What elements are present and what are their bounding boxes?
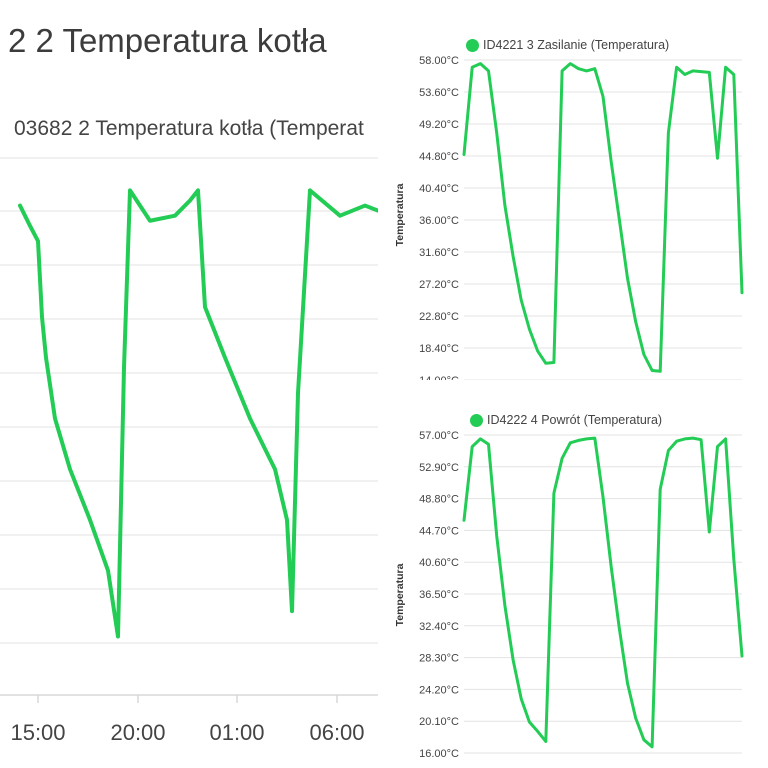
x-tick-label: 01:00 [209, 720, 264, 745]
legend-marker [466, 38, 479, 52]
supply-temperature-plot: 58.00°C 53.60°C 49.20°C 44.80°C 40.40°C 36.00… [394, 55, 744, 380]
series-line [462, 62, 744, 373]
y-tick-label: 58.00°C [419, 55, 459, 67]
y-axis-label: Temperatura [394, 563, 406, 626]
series-line [462, 436, 744, 749]
y-tick-label: 40.60°C [419, 557, 459, 569]
legend[interactable]: ID4222 4 Powrót (Temperatura) [470, 413, 662, 427]
y-tick-label: 27.20°C [419, 279, 459, 291]
x-tick-label: 20:00 [110, 720, 165, 745]
supply-temperature-chart: 58.00°C 53.60°C 49.20°C 44.80°C 40.40°C 36.00… [388, 0, 768, 380]
legend-marker [470, 413, 483, 427]
y-tick-label: 40.40°C [419, 183, 459, 195]
y-tick-label: 31.60°C [419, 247, 459, 259]
y-tick-label: 44.70°C [419, 525, 459, 537]
y-axis-label: Temperatura [394, 183, 406, 246]
y-tick-label: 57.00°C [419, 430, 459, 442]
y-tick-label: 32.40°C [419, 621, 459, 633]
boiler-temperature-plot: 15:00 20:00 01:00 06:00 [0, 157, 378, 745]
y-tick-label: 20.10°C [419, 716, 459, 728]
series-label: 03682 2 Temperatura kotła (Temperat [14, 117, 364, 140]
y-tick-label: 44.80°C [419, 151, 459, 163]
boiler-temperature-chart: 15:00 20:00 01:00 06:00 2 2 Temperatura kot… [0, 0, 378, 768]
y-tick-label: 48.80°C [419, 494, 459, 506]
return-temperature-chart: 57.00°C 52.90°C 48.80°C 44.70°C 40.60°C 36.50… [388, 395, 768, 768]
y-tick-label: 36.00°C [419, 215, 459, 227]
y-tick-label: 24.20°C [419, 684, 459, 696]
y-tick-label: 22.80°C [419, 311, 459, 323]
y-tick-label: 18.40°C [419, 343, 459, 355]
y-tick-label: 16.00°C [419, 748, 459, 760]
y-tick-label: 52.90°C [419, 462, 459, 474]
x-tick-label: 06:00 [309, 720, 364, 745]
y-tick-label: 49.20°C [419, 119, 459, 131]
legend-label: ID4221 3 Zasilanie (Temperatura) [483, 38, 670, 52]
y-tick-label: 53.60°C [419, 87, 459, 99]
y-tick-label: 28.30°C [419, 653, 459, 665]
series-line [18, 188, 378, 639]
x-tick-label: 15:00 [10, 720, 65, 745]
chart-title: 2 2 Temperatura kotła [8, 22, 327, 59]
return-temperature-plot: 57.00°C 52.90°C 48.80°C 44.70°C 40.60°C 36.50… [394, 430, 744, 760]
legend-label: ID4222 4 Powrót (Temperatura) [487, 413, 663, 427]
y-tick-label: 14.00°C [419, 375, 459, 380]
legend[interactable]: ID4221 3 Zasilanie (Temperatura) [466, 38, 669, 52]
y-tick-label: 36.50°C [419, 589, 459, 601]
